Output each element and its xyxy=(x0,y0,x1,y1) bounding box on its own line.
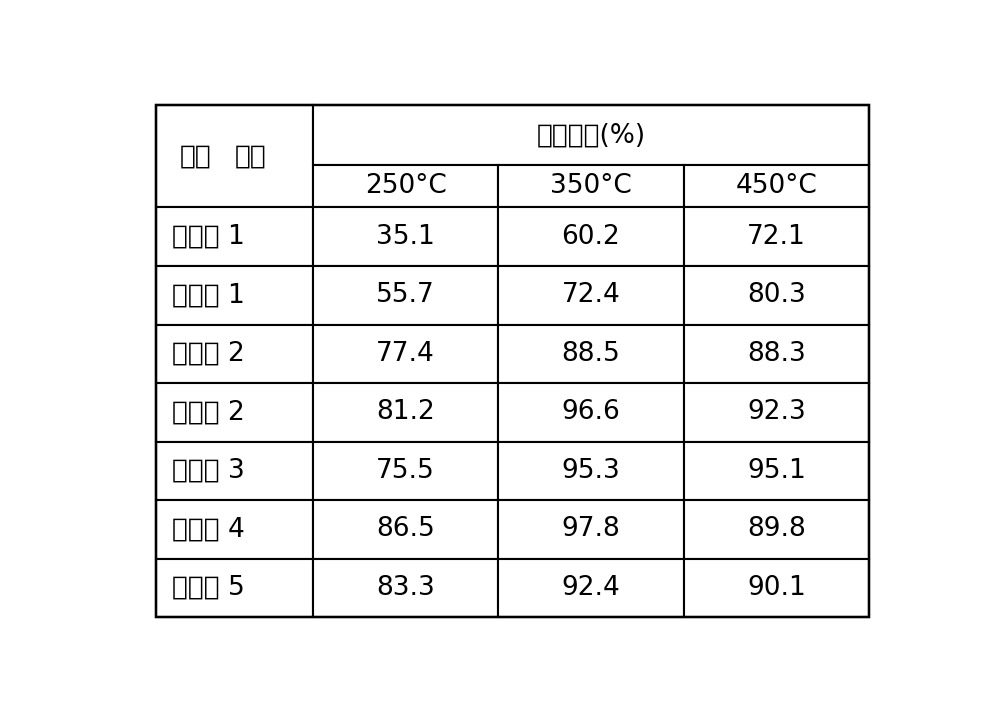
Text: 95.1: 95.1 xyxy=(747,458,806,484)
Text: 86.5: 86.5 xyxy=(376,516,435,542)
Bar xyxy=(313,383,498,442)
Bar xyxy=(684,442,869,500)
Bar xyxy=(313,165,498,207)
Text: 96.6: 96.6 xyxy=(562,399,620,425)
Bar xyxy=(498,442,684,500)
Bar xyxy=(156,442,313,500)
Text: 72.1: 72.1 xyxy=(747,224,806,250)
Text: 55.7: 55.7 xyxy=(376,282,435,308)
Text: 实施例 5: 实施例 5 xyxy=(172,575,244,601)
Bar xyxy=(156,105,313,207)
Bar xyxy=(156,325,313,383)
Bar xyxy=(156,500,313,558)
Text: 95.3: 95.3 xyxy=(562,458,620,484)
Bar xyxy=(313,105,869,165)
Text: 92.3: 92.3 xyxy=(747,399,806,425)
Bar xyxy=(156,266,313,325)
Text: 对比例 1: 对比例 1 xyxy=(172,224,244,250)
Text: 实施例 4: 实施例 4 xyxy=(172,516,244,542)
Text: 450°C: 450°C xyxy=(735,174,817,199)
Bar xyxy=(684,266,869,325)
Bar xyxy=(313,442,498,500)
Bar xyxy=(313,266,498,325)
Text: 60.2: 60.2 xyxy=(562,224,620,250)
Text: 80.3: 80.3 xyxy=(747,282,806,308)
Text: 样品: 样品 xyxy=(180,143,211,169)
Text: 350°C: 350°C xyxy=(550,174,632,199)
Text: 92.4: 92.4 xyxy=(562,575,620,601)
Text: 35.1: 35.1 xyxy=(376,224,435,250)
Bar xyxy=(498,165,684,207)
Bar xyxy=(156,558,313,617)
Text: 88.3: 88.3 xyxy=(747,341,806,367)
Text: 实施例 2: 实施例 2 xyxy=(172,399,244,425)
Bar xyxy=(684,207,869,266)
Text: 89.8: 89.8 xyxy=(747,516,806,542)
Bar xyxy=(313,558,498,617)
Bar xyxy=(684,325,869,383)
Text: 83.3: 83.3 xyxy=(376,575,435,601)
Bar xyxy=(498,325,684,383)
Text: 对比例 2: 对比例 2 xyxy=(172,341,244,367)
Bar xyxy=(498,383,684,442)
Bar xyxy=(684,383,869,442)
Text: 实施例 1: 实施例 1 xyxy=(172,282,244,308)
Bar xyxy=(156,207,313,266)
Bar xyxy=(313,207,498,266)
Text: 样品: 样品 xyxy=(234,143,266,169)
Bar xyxy=(684,165,869,207)
Bar xyxy=(498,266,684,325)
Bar xyxy=(498,500,684,558)
Text: 81.2: 81.2 xyxy=(376,399,435,425)
Bar xyxy=(313,500,498,558)
Text: 88.5: 88.5 xyxy=(562,341,620,367)
Text: 250°C: 250°C xyxy=(365,174,446,199)
Text: 75.5: 75.5 xyxy=(376,458,435,484)
Bar xyxy=(684,500,869,558)
Bar xyxy=(156,383,313,442)
Text: 72.4: 72.4 xyxy=(562,282,620,308)
Text: 97.8: 97.8 xyxy=(562,516,620,542)
Bar xyxy=(498,558,684,617)
Bar xyxy=(684,558,869,617)
Bar xyxy=(498,207,684,266)
Text: 77.4: 77.4 xyxy=(376,341,435,367)
Text: 90.1: 90.1 xyxy=(747,575,806,601)
Bar xyxy=(313,325,498,383)
Text: 脱瞄效率(%): 脱瞄效率(%) xyxy=(536,122,645,148)
Text: 实施例 3: 实施例 3 xyxy=(172,458,244,484)
